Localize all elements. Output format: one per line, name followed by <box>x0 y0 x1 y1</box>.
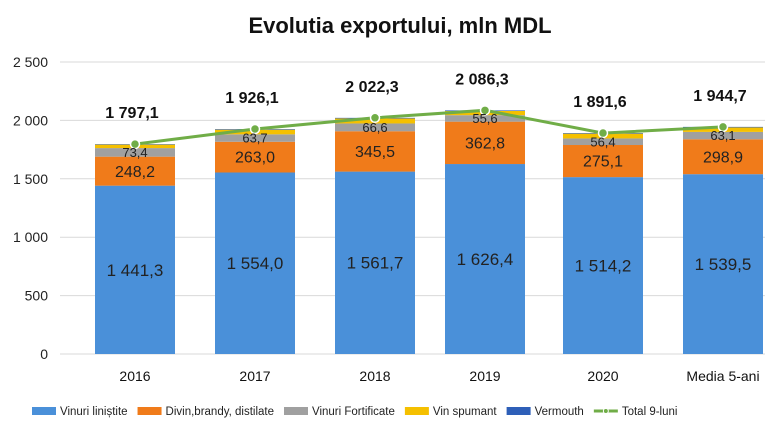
bar-segment <box>563 177 643 354</box>
x-tick-label: Media 5-ani <box>686 368 759 384</box>
bar-segment <box>335 171 415 354</box>
total-point <box>129 138 141 150</box>
x-tick-label: 2020 <box>587 368 618 384</box>
bar-segment <box>95 156 175 186</box>
data-label: 55,6 <box>472 111 497 126</box>
data-label: 1 539,5 <box>695 255 752 274</box>
x-tick-label: 2018 <box>359 368 390 384</box>
data-label: 298,9 <box>703 149 743 166</box>
bar-segment <box>683 131 763 140</box>
data-label: 275,1 <box>583 154 623 171</box>
legend-label: Vermouth <box>535 406 584 418</box>
bar-segment <box>335 123 415 132</box>
data-label: 263,0 <box>235 150 275 167</box>
legend-label: Vinuri liniștite <box>60 406 128 418</box>
total-point <box>479 105 491 116</box>
x-tick-label: 2016 <box>119 368 150 384</box>
bar-segment <box>445 164 525 354</box>
legend-label: Divin,brandy, distilate <box>166 406 274 418</box>
total-point <box>369 112 381 124</box>
data-label: 1 514,2 <box>575 257 632 276</box>
bar-segment <box>445 121 525 165</box>
total-label: 1 797,1 <box>105 105 158 122</box>
data-label: 63,1 <box>710 128 735 143</box>
bar-segment <box>683 139 763 175</box>
legend-swatch <box>506 407 531 415</box>
x-tick-label: 2019 <box>469 368 500 384</box>
total-label: 2 086,3 <box>455 71 508 88</box>
bar-segment <box>445 115 525 122</box>
data-label: 56,4 <box>590 134 615 149</box>
total-point <box>249 123 261 135</box>
total-label: 2 022,3 <box>345 79 398 96</box>
y-tick-label: 0 <box>40 346 48 362</box>
legend-label: Vin spumant <box>433 406 498 418</box>
bar-segment <box>563 138 643 146</box>
legend-swatch <box>32 407 56 415</box>
data-label: 1 554,0 <box>227 254 284 273</box>
data-label: 248,2 <box>115 164 155 181</box>
bar-segment <box>215 172 295 354</box>
bar-segment <box>215 141 295 173</box>
bar-segment <box>335 131 415 172</box>
chart-title: Evolutia exportului, mln MDL <box>248 13 551 38</box>
data-label: 1 626,4 <box>457 250 514 269</box>
total-line <box>134 108 724 146</box>
total-label: 1 944,7 <box>693 88 746 105</box>
y-tick-label: 1 500 <box>13 171 48 187</box>
legend-swatch <box>404 407 429 415</box>
data-label: 73,4 <box>122 145 147 160</box>
data-label: 345,5 <box>355 144 395 161</box>
legend-swatch <box>284 407 308 415</box>
data-label: 362,8 <box>465 135 505 152</box>
bar-segment <box>563 145 643 178</box>
data-label: 1 561,7 <box>347 254 404 273</box>
total-label: 1 891,6 <box>573 94 626 111</box>
bar-segment <box>215 134 295 142</box>
y-tick-label: 2 000 <box>13 112 48 128</box>
bar-segment <box>95 185 175 354</box>
x-tick-label: 2017 <box>239 368 270 384</box>
y-tick-label: 2 500 <box>13 54 48 70</box>
legend-marker <box>602 408 609 414</box>
data-label: 1 441,3 <box>107 261 164 280</box>
total-point <box>717 121 729 133</box>
bar-segment <box>683 174 763 354</box>
y-tick-label: 1 000 <box>13 229 48 245</box>
legend-label: Vinuri Fortificate <box>312 406 395 418</box>
legend-swatch <box>137 407 162 415</box>
total-point <box>597 127 609 139</box>
y-tick-label: 500 <box>25 288 49 304</box>
legend-label: Total 9-luni <box>622 406 678 418</box>
bar-segment <box>95 148 175 157</box>
data-label: 63,7 <box>242 131 267 146</box>
data-label: 66,6 <box>362 120 387 135</box>
total-label: 1 926,1 <box>225 90 278 107</box>
